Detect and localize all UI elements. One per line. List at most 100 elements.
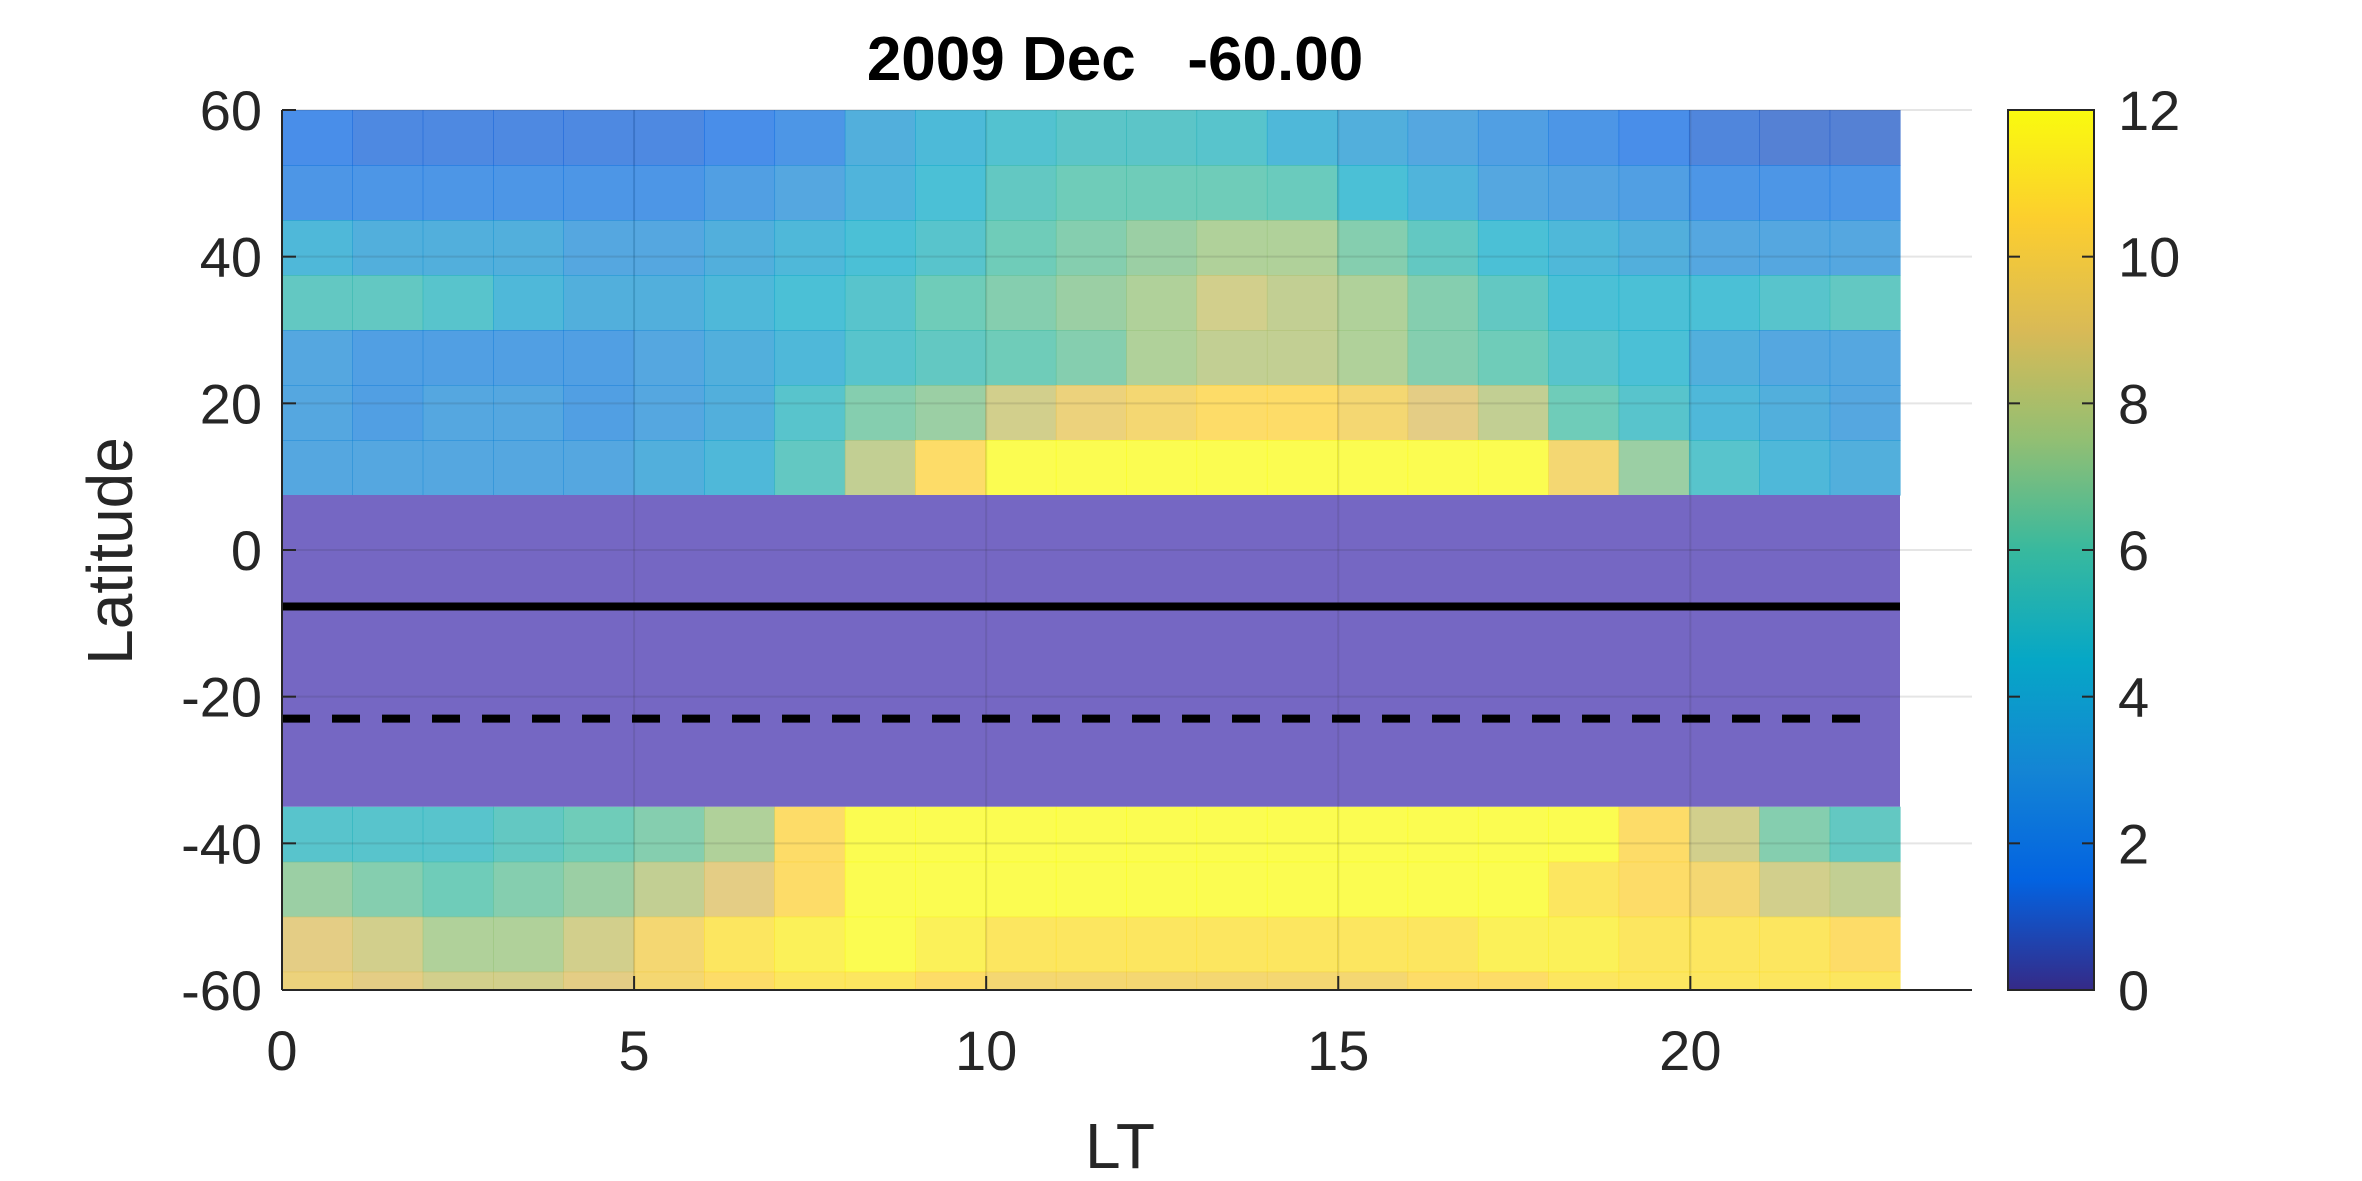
heatmap-cell <box>282 806 353 863</box>
heatmap-cell <box>1548 806 1620 863</box>
heatmap-cell <box>1759 440 1831 496</box>
heatmap-cell <box>422 806 494 863</box>
heatmap-cell <box>844 220 916 276</box>
heatmap-cell <box>1196 385 1268 441</box>
heatmap-cell <box>563 971 635 991</box>
heatmap-cell <box>915 220 987 276</box>
heatmap-cell <box>1548 440 1620 496</box>
x-tick-label: 0 <box>266 1019 297 1082</box>
heatmap-cell <box>633 916 705 973</box>
heatmap-cells <box>282 110 1901 991</box>
heatmap-cell <box>422 861 494 918</box>
heatmap-cell <box>1126 385 1198 441</box>
heatmap-cell <box>985 220 1057 276</box>
heatmap-cell <box>1055 110 1127 166</box>
heatmap-cell <box>1266 220 1338 276</box>
heatmap-cell <box>1759 971 1831 991</box>
reference-lines <box>282 602 1900 723</box>
axes <box>281 109 1972 991</box>
heatmap-cell <box>282 385 353 441</box>
heatmap-cell <box>1126 916 1198 973</box>
heatmap-cell <box>1337 440 1409 496</box>
heatmap-cell <box>1337 220 1409 276</box>
heatmap-cell <box>1196 110 1268 166</box>
heatmap-cell <box>1407 440 1479 496</box>
heatmap-cell <box>1759 385 1831 441</box>
heatmap-cell <box>1407 330 1479 386</box>
heatmap-cell <box>1688 275 1760 331</box>
heatmap-cell <box>352 806 424 863</box>
heatmap-cell <box>1477 275 1549 331</box>
heatmap-cell <box>352 330 424 386</box>
heatmap-cell <box>1337 330 1409 386</box>
heatmap-cell <box>844 275 916 331</box>
heatmap-cell <box>844 165 916 221</box>
heatmap-cell <box>352 440 424 496</box>
heatmap-cell <box>1477 330 1549 386</box>
heatmap-cell <box>704 330 776 386</box>
heatmap-cell <box>844 110 916 166</box>
x-tick-label: 5 <box>619 1019 650 1082</box>
heatmap-cell <box>563 861 635 918</box>
heatmap-cell <box>1337 971 1409 991</box>
heatmap-cell <box>704 165 776 221</box>
heatmap-cell <box>774 806 846 863</box>
heatmap-cell <box>1196 440 1268 496</box>
heatmap-cell <box>493 806 564 863</box>
colorbar-ticks: 12 10 8 6 4 2 0 <box>2008 79 2180 1022</box>
y-tick-label: -40 <box>181 812 262 875</box>
heatmap-cell <box>1126 861 1198 918</box>
heatmap-cell <box>422 916 494 973</box>
heatmap-cell <box>1477 971 1549 991</box>
heatmap-cell <box>774 220 846 276</box>
y-tick-labels: 60 40 20 0 -20 -40 -60 <box>181 79 262 1022</box>
heatmap-cell <box>1055 971 1127 991</box>
heatmap-cell <box>704 806 776 863</box>
heatmap-cell <box>1759 110 1831 166</box>
heatmap-cell <box>915 440 987 496</box>
colorbar-tick-label: 2 <box>2118 812 2149 875</box>
heatmap-cell <box>1337 916 1409 973</box>
heatmap-cell <box>1548 220 1620 276</box>
heatmap-cell <box>704 916 776 973</box>
heatmap-cell <box>1688 440 1760 496</box>
heatmap-cell <box>633 861 705 918</box>
heatmap-cell <box>633 110 705 166</box>
heatmap-cell <box>1688 385 1760 441</box>
heatmap-cell <box>282 110 353 166</box>
y-tick-label: 40 <box>200 226 262 289</box>
heatmap-cell <box>704 440 776 496</box>
heatmap-cell <box>1759 275 1831 331</box>
heatmap-cell <box>1407 220 1479 276</box>
heatmap-cell <box>1055 806 1127 863</box>
heatmap-cell <box>1055 916 1127 973</box>
heatmap-cell <box>1407 110 1479 166</box>
heatmap-cell <box>493 861 564 918</box>
heatmap-cell <box>1196 275 1268 331</box>
heatmap-cell <box>1477 861 1549 918</box>
heatmap-cell <box>493 330 564 386</box>
heatmap-cell <box>774 275 846 331</box>
heatmap-cell <box>352 110 424 166</box>
heatmap-cell <box>1055 220 1127 276</box>
heatmap-cell <box>1477 165 1549 221</box>
heatmap-cell <box>1688 806 1760 863</box>
heatmap-cell <box>1266 110 1338 166</box>
heatmap-cell <box>985 165 1057 221</box>
heatmap-cell <box>1759 330 1831 386</box>
heatmap-cell <box>493 916 564 973</box>
heatmap-cell <box>1196 916 1268 973</box>
heatmap-cell <box>1407 385 1479 441</box>
heatmap-cell <box>704 385 776 441</box>
heatmap-cell <box>1688 971 1760 991</box>
heatmap-cell <box>422 220 494 276</box>
heatmap-cell <box>1477 220 1549 276</box>
heatmap-cell <box>1829 110 1901 166</box>
heatmap-cell <box>844 916 916 973</box>
heatmap-cell <box>1759 165 1831 221</box>
heatmap-cell <box>1266 385 1338 441</box>
colorbar-tick-label: 4 <box>2118 666 2149 729</box>
heatmap-cell <box>1266 275 1338 331</box>
heatmap-cell <box>1759 220 1831 276</box>
